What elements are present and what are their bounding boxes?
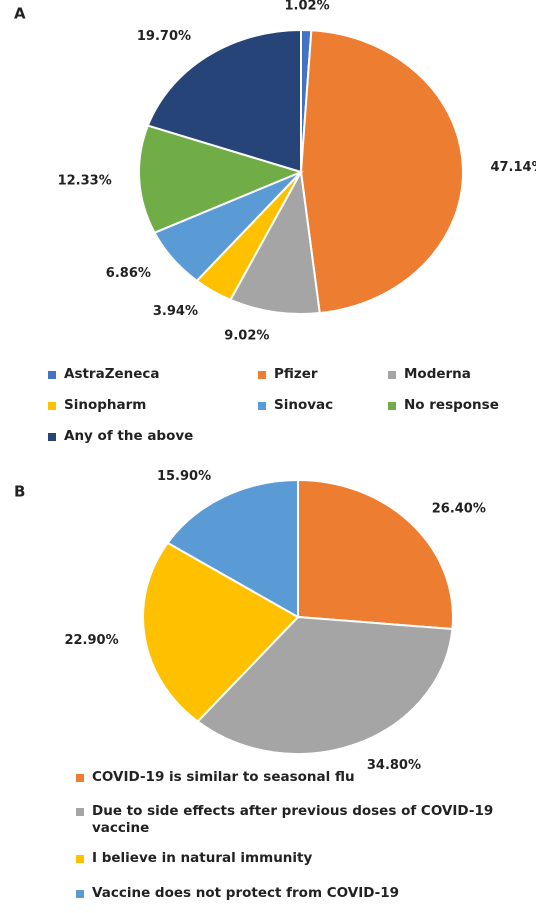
pie-slice (196, 615, 454, 755)
data-label: 15.90% (157, 469, 211, 484)
legend-item: Pfizer (258, 366, 458, 383)
panel-label: A (14, 5, 26, 23)
legend-item: No response (388, 397, 536, 414)
legend-swatch (76, 855, 84, 863)
legend-label: Sinopharm (64, 397, 147, 413)
legend-label: Pfizer (274, 366, 318, 382)
legend-swatch (48, 371, 56, 379)
data-label: 19.70% (137, 29, 191, 44)
data-label: 26.40% (432, 501, 486, 516)
legend-item: COVID-19 is similar to seasonal flu (76, 769, 506, 786)
legend-label: Vaccine does not protect from COVID-19 (92, 885, 400, 901)
pie-slice (229, 168, 321, 315)
data-label: 9.02% (224, 328, 269, 343)
legend-item: Sinovac (258, 397, 458, 414)
data-label: 22.90% (64, 633, 118, 648)
legend-swatch (258, 402, 266, 410)
pie-slice (146, 28, 302, 174)
legend-label: Moderna (404, 366, 471, 382)
legend-swatch (76, 808, 84, 816)
pie-slice (297, 478, 454, 631)
legend-item: Vaccine does not protect from COVID-19 (76, 885, 506, 902)
pie-slice (166, 478, 299, 619)
legend-label: Sinovac (274, 397, 334, 413)
legend-label: COVID-19 is similar to seasonal flu (92, 769, 355, 785)
legend-item: I believe in natural immunity (76, 850, 506, 867)
data-label: 1.02% (285, 0, 330, 13)
legend-label: No response (404, 397, 499, 413)
legend-swatch (258, 371, 266, 379)
legend-swatch (388, 402, 396, 410)
data-label: 12.33% (58, 173, 112, 188)
legend-label: Any of the above (64, 428, 194, 444)
legend-swatch (48, 433, 56, 441)
legend-swatch (388, 371, 396, 379)
legend-item: AstraZeneca (48, 366, 248, 383)
pie-slice (142, 541, 300, 723)
legend-item: Moderna (388, 366, 536, 383)
pie-slice (299, 29, 464, 315)
panel-label: B (14, 483, 25, 501)
data-label: 6.86% (106, 266, 151, 281)
legend-item: Any of the above (48, 428, 248, 445)
legend-item: Sinopharm (48, 397, 248, 414)
data-label: 47.14% (490, 160, 536, 175)
pie-slice (138, 124, 304, 234)
data-label: 3.94% (153, 304, 198, 319)
legend-item: Due to side effects after previous doses… (76, 803, 506, 837)
legend-swatch (76, 774, 84, 782)
data-label: 34.80% (367, 758, 421, 773)
legend-label: AstraZeneca (64, 366, 160, 382)
legend-swatch (76, 890, 84, 898)
legend-label: I believe in natural immunity (92, 850, 313, 866)
legend-label: Due to side effects after previous doses… (92, 803, 494, 836)
legend-swatch (48, 402, 56, 410)
